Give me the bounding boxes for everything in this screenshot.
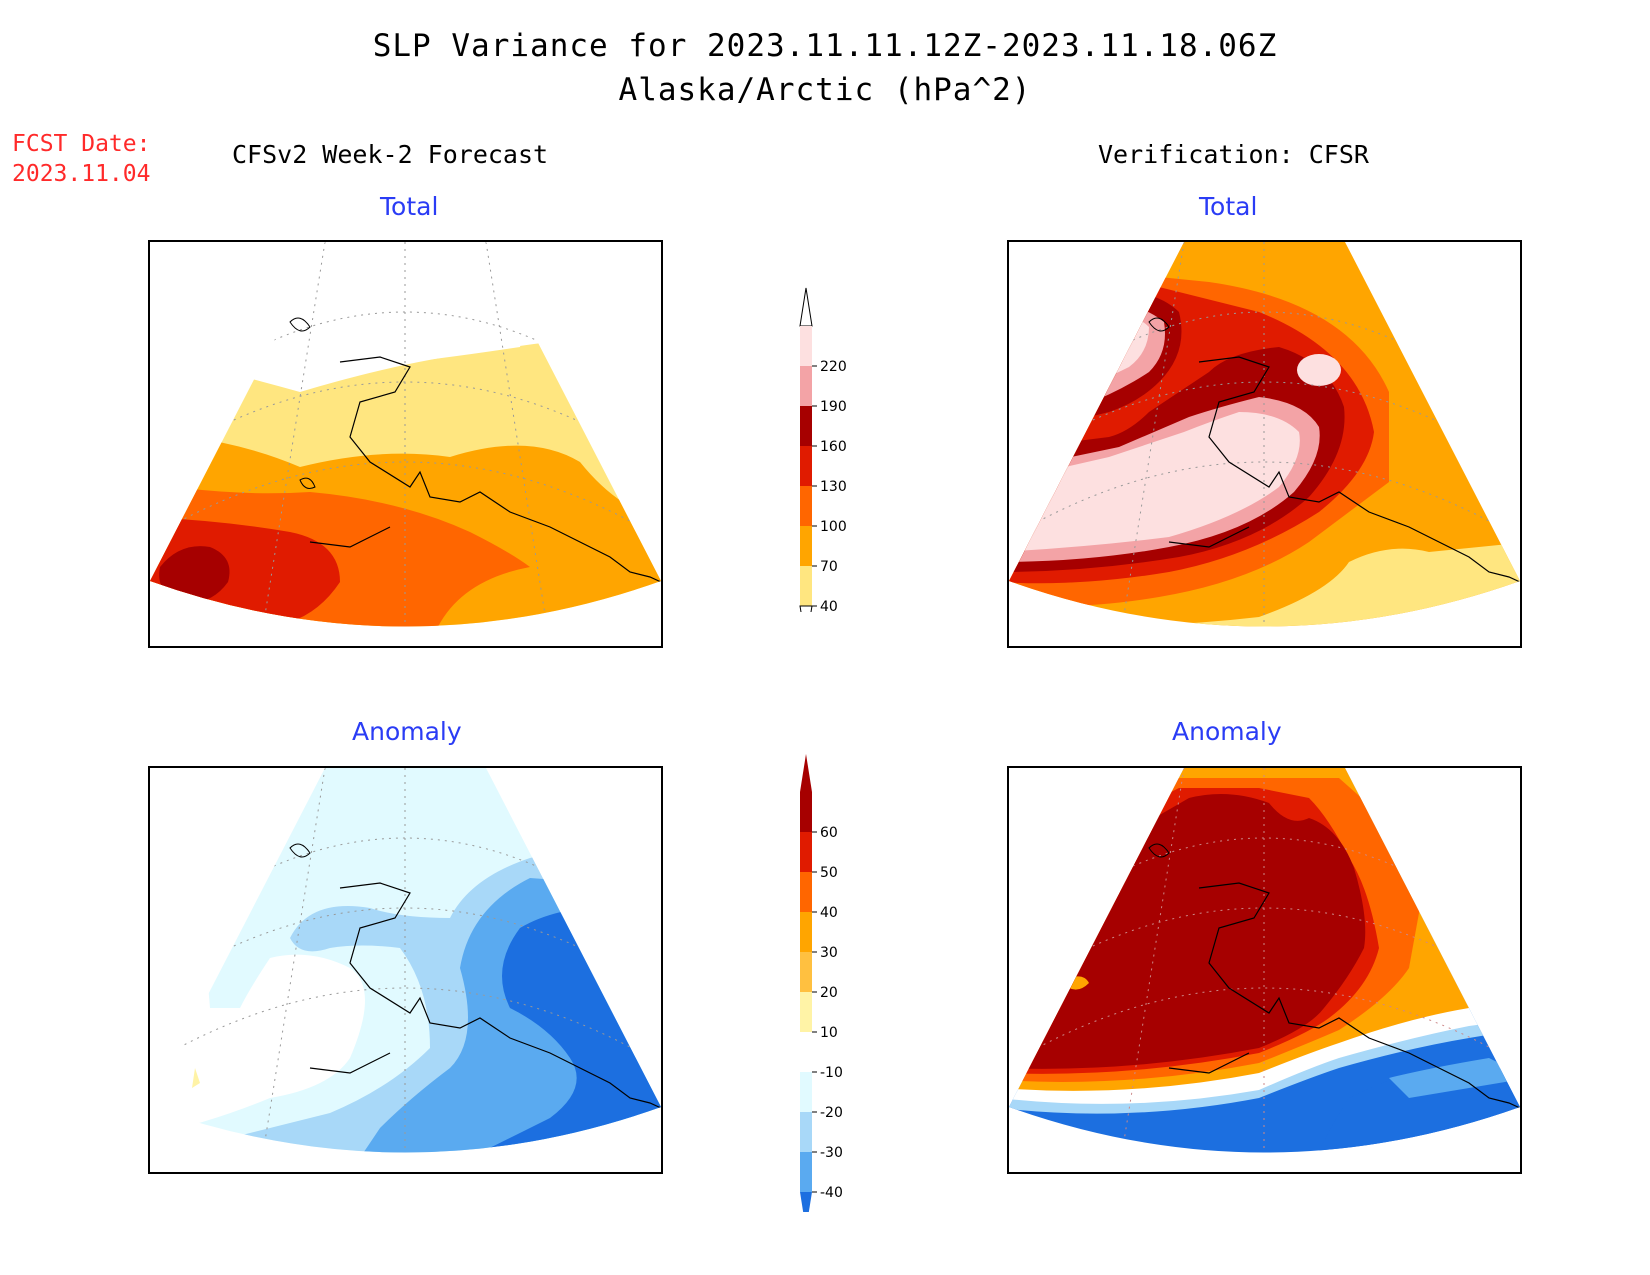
total-colorbar: 220 190 160 130 100 70 40: [792, 282, 862, 612]
left-column-heading: CFSv2 Week-2 Forecast: [232, 140, 549, 169]
anomaly-colorbar-box: [800, 992, 812, 1032]
fcst-anomaly-map: [148, 766, 663, 1174]
anomaly-colorbar-top-arrow: [800, 754, 812, 792]
total-colorbar-label: 40: [820, 599, 838, 612]
total-colorbar-box: [800, 486, 812, 526]
anomaly-colorbar-label: -30: [820, 1145, 843, 1161]
total-colorbar-box: [800, 326, 812, 366]
anomaly-colorbar-label: -10: [820, 1065, 843, 1081]
page-title: SLP Variance for 2023.11.11.12Z-2023.11.…: [372, 28, 1278, 64]
anomaly-colorbar-box: [800, 872, 812, 912]
total-colorbar-label: 130: [820, 479, 847, 495]
anomaly-colorbar-box: [800, 832, 812, 872]
page-subtitle: Alaska/Arctic (hPa^2): [618, 72, 1032, 108]
anomaly-colorbar-label: -20: [820, 1105, 843, 1121]
anomaly-colorbar-label: 20: [820, 985, 838, 1001]
verif-anomaly-map: [1007, 766, 1522, 1174]
verif-total-map: [1007, 240, 1522, 648]
total-colorbar-box: [800, 406, 812, 446]
total-colorbar-box: [800, 366, 812, 406]
forecast-date-label: FCST Date:: [12, 131, 151, 157]
anomaly-colorbar-label: -40: [820, 1185, 843, 1201]
anomaly-colorbar-box: [800, 1152, 812, 1192]
right-column-heading: Verification: CFSR: [1098, 140, 1369, 169]
verif-anomaly-title: Anomaly: [1172, 717, 1282, 746]
anomaly-colorbar-bottom-arrow: [800, 1192, 812, 1212]
anomaly-colorbar-label: 60: [820, 825, 838, 841]
anomaly-colorbar-box: [800, 792, 812, 832]
anomaly-colorbar-label: 30: [820, 945, 838, 961]
forecast-date-value: 2023.11.04: [12, 161, 151, 187]
anomaly-colorbar-box: [800, 1032, 812, 1072]
total-colorbar-label: 160: [820, 439, 847, 455]
anomaly-colorbar-label: 50: [820, 865, 838, 881]
total-colorbar-box: [800, 566, 812, 606]
anomaly-colorbar: 60 50 40 30 20 10 -10 -20 -30 -40: [792, 752, 862, 1212]
verif-total-title: Total: [1199, 192, 1258, 221]
anomaly-colorbar-box: [800, 1072, 812, 1112]
total-colorbar-box: [800, 526, 812, 566]
fcst-anomaly-title: Anomaly: [352, 717, 462, 746]
anomaly-colorbar-svg: 60 50 40 30 20 10 -10 -20 -30 -40: [800, 754, 843, 1212]
fcst-total-title: Total: [380, 192, 439, 221]
total-colorbar-label: 70: [820, 559, 838, 575]
total-colorbar-svg: 220 190 160 130 100 70 40: [799, 287, 847, 612]
anomaly-colorbar-box: [800, 1112, 812, 1152]
total-colorbar-top-arrow: [799, 287, 813, 327]
anomaly-colorbar-label: 10: [820, 1025, 838, 1041]
total-colorbar-label: 100: [820, 519, 847, 535]
fcst-total-map: [148, 240, 663, 648]
total-colorbar-box: [800, 446, 812, 486]
anomaly-colorbar-label: 40: [820, 905, 838, 921]
anomaly-colorbar-box: [800, 912, 812, 952]
total-colorbar-label: 220: [820, 359, 847, 375]
anomaly-colorbar-box: [800, 952, 812, 992]
total-colorbar-bottom-arrow: [799, 605, 813, 612]
total-colorbar-label: 190: [820, 399, 847, 415]
